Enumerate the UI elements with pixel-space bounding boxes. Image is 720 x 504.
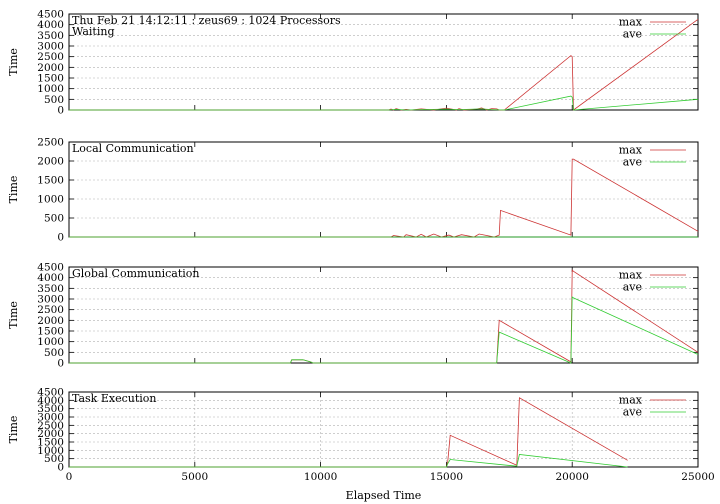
x-tick-label: 20000 xyxy=(555,471,588,483)
x-tick-label: 25000 xyxy=(681,471,714,483)
series-line-max xyxy=(69,269,699,364)
y-tick-label: 2500 xyxy=(37,420,64,432)
legend-label-max: max xyxy=(619,144,643,157)
y-tick-label: 1000 xyxy=(37,194,64,206)
y-tick-label: 1000 xyxy=(37,445,64,457)
y-tick-label: 4000 xyxy=(37,19,64,31)
legend-label-max: max xyxy=(619,269,643,282)
series-line-ave xyxy=(69,296,699,364)
panel-title: Thu Feb 21 14:12:11 : zeus69 : 1024 Proc… xyxy=(72,14,341,27)
panel-subtitle: Waiting xyxy=(72,25,115,38)
x-tick-label: 10000 xyxy=(304,471,337,483)
y-tick-label: 2500 xyxy=(37,51,64,63)
y-axis-label: Time xyxy=(7,48,20,76)
series-line-ave xyxy=(69,454,628,468)
y-tick-label: 4500 xyxy=(37,262,64,274)
y-tick-label: 2000 xyxy=(37,62,64,74)
y-tick-label: 3500 xyxy=(37,30,64,42)
legend-label-ave: ave xyxy=(623,28,642,41)
plot-frame xyxy=(68,141,699,238)
y-tick-label: 500 xyxy=(44,347,64,359)
y-tick-label: 2500 xyxy=(37,304,64,316)
y-tick-label: 0 xyxy=(57,232,64,244)
y-tick-label: 4000 xyxy=(37,395,64,407)
legend-label-ave: ave xyxy=(623,406,642,419)
y-tick-label: 4000 xyxy=(37,272,64,284)
y-tick-label: 2000 xyxy=(37,428,64,440)
plot-frame xyxy=(68,266,699,364)
y-tick-label: 3500 xyxy=(37,283,64,295)
series-line-max xyxy=(69,397,628,468)
y-tick-label: 500 xyxy=(44,453,64,465)
y-tick-label: 0 xyxy=(57,105,64,117)
y-tick-label: 1500 xyxy=(37,437,64,449)
y-axis-label: Time xyxy=(7,416,20,444)
legend-label-ave: ave xyxy=(623,281,642,294)
y-tick-label: 500 xyxy=(44,94,64,106)
x-tick-label: 5000 xyxy=(181,471,208,483)
y-tick-label: 1000 xyxy=(37,336,64,348)
y-tick-label: 1500 xyxy=(37,326,64,338)
legend-label-ave: ave xyxy=(623,156,642,169)
y-tick-label: 0 xyxy=(57,462,64,474)
series-line-max xyxy=(69,158,699,238)
y-tick-label: 2500 xyxy=(37,137,64,149)
y-axis-label: Time xyxy=(7,176,20,204)
y-tick-label: 1000 xyxy=(37,83,64,95)
series-line-max xyxy=(69,18,699,111)
y-tick-label: 4500 xyxy=(37,9,64,21)
y-tick-label: 4500 xyxy=(37,387,64,399)
y-tick-label: 1500 xyxy=(37,175,64,187)
legend-label-max: max xyxy=(619,16,643,29)
y-tick-label: 0 xyxy=(57,358,64,370)
y-tick-label: 3000 xyxy=(37,41,64,53)
y-tick-label: 1500 xyxy=(37,73,64,85)
y-axis-label: Time xyxy=(7,301,20,329)
y-tick-label: 500 xyxy=(44,213,64,225)
panel-title: Task Execution xyxy=(72,392,156,405)
panel-title: Global Communication xyxy=(72,267,200,280)
x-axis-label: Elapsed Time xyxy=(346,489,422,502)
legend-label-max: max xyxy=(619,394,643,407)
plot-frame xyxy=(68,391,699,468)
x-tick-label: 0 xyxy=(66,471,73,483)
y-tick-label: 3500 xyxy=(37,403,64,415)
y-tick-label: 3000 xyxy=(37,412,64,424)
panel-title: Local Communication xyxy=(72,142,194,155)
y-tick-label: 2000 xyxy=(37,156,64,168)
plot-frame xyxy=(68,13,699,111)
y-tick-label: 2000 xyxy=(37,315,64,327)
y-tick-label: 3000 xyxy=(37,294,64,306)
x-tick-label: 15000 xyxy=(430,471,463,483)
series-line-ave xyxy=(69,95,699,111)
